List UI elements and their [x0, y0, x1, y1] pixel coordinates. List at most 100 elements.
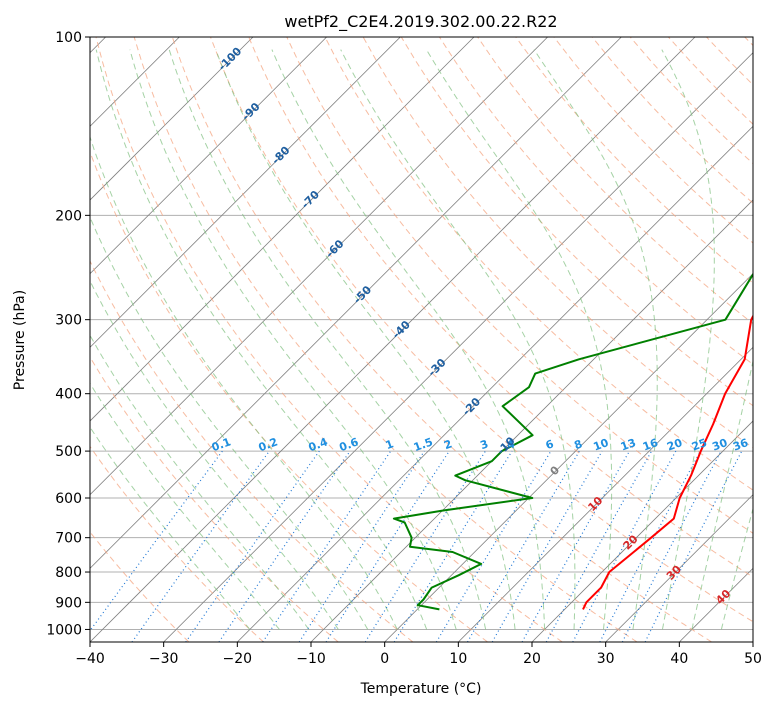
mixing-ratio-line [218, 450, 351, 642]
isotherm--30 [163, 52, 753, 642]
moist-adiabat [90, 426, 251, 630]
mixing-ratio-label: 10 [592, 436, 611, 454]
temperature-line [582, 314, 753, 610]
dry-adiabat [90, 259, 414, 642]
mixing-ratio-label: 0.2 [257, 435, 280, 454]
y-tick-label-300: 300 [55, 313, 82, 329]
skewed-isotherms [90, 37, 753, 642]
mixing-ratio-line [185, 450, 320, 642]
mixing-ratio-label: 16 [641, 436, 660, 454]
x-axis-ticks: −40 −30 −20 −10 0 10 20 30 40 50 [75, 642, 762, 667]
moist-adiabat [90, 334, 310, 630]
mixing-ratio-line [131, 450, 270, 642]
dry-adiabat [95, 37, 563, 642]
moist-adiabat [168, 49, 487, 630]
mixing-ratio-line [90, 450, 223, 632]
dry-adiabat [324, 37, 753, 491]
x-axis-label: Temperature (°C) [360, 681, 482, 697]
dry-adiabat [171, 37, 712, 642]
chart-title: wetPf2_C2E4.2019.302.00.22.R22 [284, 12, 557, 32]
mixing-ratio-line [572, 450, 677, 642]
y-axis-label: Pressure (hPa) [12, 290, 28, 390]
moist-adiabat [95, 49, 428, 630]
moist-adiabat [90, 279, 339, 630]
x-tick-label--40: −40 [75, 651, 105, 667]
isotherm--70 [90, 37, 475, 422]
dry-adiabat [248, 37, 753, 578]
moist-adiabat [90, 215, 369, 630]
moist-adiabat [691, 358, 753, 630]
mixing-ratio-line [325, 450, 450, 642]
dry-adiabat [210, 37, 753, 623]
y-tick-label-700: 700 [55, 531, 82, 547]
mixing-ratio-label: 36 [731, 436, 750, 454]
isotherm-20 [531, 420, 753, 642]
x-tick-label-30: 30 [597, 651, 615, 667]
moist-adiabat [340, 49, 576, 630]
x-tick-label--30: −30 [149, 651, 179, 667]
x-tick-label-0: 0 [380, 651, 389, 667]
dry-adiabat [90, 445, 264, 642]
x-tick-label-20: 20 [523, 651, 541, 667]
isotherm--40 [90, 37, 696, 642]
x-tick-label-10: 10 [449, 651, 467, 667]
moist-adiabat [720, 506, 753, 630]
isotherm--100 [90, 37, 254, 201]
y-tick-label-800: 800 [55, 565, 82, 581]
moist-adiabat [215, 49, 516, 630]
mixing-ratio-label: 13 [619, 436, 638, 453]
mixing-ratio-label: 0.6 [338, 435, 361, 454]
mixing-ratio-line [298, 450, 425, 642]
isotherm-0 [384, 273, 753, 642]
y-tick-label-200: 200 [55, 208, 82, 224]
plot-frame [89, 36, 754, 643]
y-tick-label-900: 900 [55, 595, 82, 611]
isotherm--20 [237, 125, 753, 642]
moist-adiabat [90, 382, 280, 630]
moist-adiabat [90, 135, 398, 630]
x-tick-label-50: 50 [744, 651, 762, 667]
mixing-ratio-label: 4 [505, 437, 517, 452]
isotherm-30 [605, 494, 753, 642]
y-tick-label-500: 500 [55, 444, 82, 460]
moist-adiabat [129, 49, 457, 630]
isotherm-50 [752, 641, 753, 642]
isotherm-10 [458, 346, 753, 642]
x-tick-label--10: −10 [296, 651, 326, 667]
x-tick-label-40: 40 [670, 651, 688, 667]
x-tick-label--20: −20 [223, 651, 253, 667]
mixing-ratio-label: 0.1 [210, 435, 233, 454]
y-tick-label-600: 600 [55, 491, 82, 507]
plot-background [90, 37, 753, 642]
y-tick-label-400: 400 [55, 387, 82, 403]
mixing-ratio-label: 3 [478, 437, 490, 452]
dry-adiabat [90, 356, 339, 642]
mixing-ratio-line [545, 450, 653, 642]
moist-adiabats [90, 49, 753, 630]
moist-adiabat [533, 49, 658, 630]
mixing-ratio-label: 6 [544, 437, 556, 452]
dewpoint-line [392, 272, 753, 611]
isotherm--60 [90, 37, 548, 496]
mixing-ratio-label: 0.4 [307, 435, 330, 454]
mixing-ratio-label: 1 [384, 437, 396, 452]
profile-series [392, 272, 753, 611]
moist-adiabat [271, 49, 546, 630]
dry-adiabat [515, 37, 753, 284]
y-axis-ticks: 100 200 300 400 500 600 700 800 900 1000 [46, 30, 90, 638]
y-tick-label-1000: 1000 [46, 622, 82, 638]
mixing-ratio-label: 20 [665, 436, 684, 454]
mixing-ratio-lines [90, 450, 743, 642]
isotherm--90 [90, 37, 327, 275]
mixing-ratio-label: 30 [710, 436, 729, 454]
mixing-ratio-line [262, 450, 392, 642]
isotherm--50 [90, 37, 622, 569]
pressure-gridlines [90, 37, 753, 630]
isotherm--80 [90, 37, 401, 348]
mixing-ratio-label: 2 [442, 437, 454, 452]
mixing-ratio-label: 25 [690, 436, 709, 453]
mixing-ratio-label: 8 [572, 437, 584, 452]
moist-adiabat [425, 49, 613, 630]
y-tick-label-100: 100 [55, 30, 82, 46]
